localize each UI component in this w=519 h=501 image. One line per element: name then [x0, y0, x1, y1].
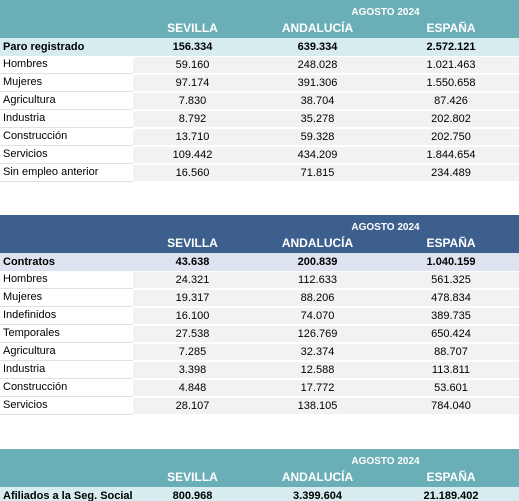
row-label: Construcción — [0, 128, 133, 146]
row-label: Sin empleo anterior — [0, 164, 133, 182]
cell-espana: 478.834 — [383, 289, 519, 307]
row-label: Agricultura — [0, 343, 133, 361]
cell-sevilla: 19.317 — [133, 289, 252, 307]
cell-sevilla: 97.174 — [133, 74, 252, 92]
cell-sevilla: 24.321 — [133, 271, 252, 289]
row-label: Servicios — [0, 146, 133, 164]
cell-sevilla: 4.848 — [133, 379, 252, 397]
cell-andalucia: 112.633 — [252, 271, 383, 289]
contratos-total-row: Contratos 43.638 200.839 1.040.159 — [0, 253, 519, 271]
col-sevilla: SEVILLA — [167, 21, 218, 35]
cell-andalucia: 391.306 — [252, 74, 383, 92]
table-row: Agricultura 7.830 38.704 87.426 — [0, 92, 519, 110]
cell-sevilla: 3.398 — [133, 361, 252, 379]
cell-espana: 1.844.654 — [383, 146, 519, 164]
table-row: Servicios 109.442 434.209 1.844.654 — [0, 146, 519, 164]
cell-espana: 113.811 — [383, 361, 519, 379]
cell-sevilla: 28.107 — [133, 397, 252, 415]
row-label: Hombres — [0, 56, 133, 74]
paro-total-row: Paro registrado 156.334 639.334 2.572.12… — [0, 38, 519, 56]
contratos-header: AGOSTO 2024 SEVILLA ANDALUCÍA ESPAÑA — [0, 215, 519, 253]
col-espana: ESPAÑA — [426, 21, 476, 35]
cell-espana: 87.426 — [383, 92, 519, 110]
col-andalucia: ANDALUCÍA — [281, 21, 354, 35]
row-label: Construcción — [0, 379, 133, 397]
cell-sevilla: 59.160 — [133, 56, 252, 74]
table-row: Construcción 4.848 17.772 53.601 — [0, 379, 519, 397]
cell-sevilla: 27.538 — [133, 325, 252, 343]
cell-espana: 1.021.463 — [383, 56, 519, 74]
table-row: Industria 8.792 35.278 202.802 — [0, 110, 519, 128]
cell-andalucia: 71.815 — [252, 164, 383, 182]
cell-andalucia: 38.704 — [252, 92, 383, 110]
table-row: Mujeres 19.317 88.206 478.834 — [0, 289, 519, 307]
cell-espana: 1.550.658 — [383, 74, 519, 92]
cell-andalucia: 59.328 — [252, 128, 383, 146]
contratos-rows: Hombres 24.321 112.633 561.325 Mujeres 19.317… — [0, 271, 519, 415]
row-label: Hombres — [0, 271, 133, 289]
table-row: Mujeres 97.174 391.306 1.550.658 — [0, 74, 519, 92]
table-row: Indefinidos 16.100 74.070 389.735 — [0, 307, 519, 325]
afiliados-period: AGOSTO 2024 — [351, 456, 420, 467]
row-label: Indefinidos — [0, 307, 133, 325]
row-label: Agricultura — [0, 92, 133, 110]
cell-sevilla: 13.710 — [133, 128, 252, 146]
cell-andalucia: 434.209 — [252, 146, 383, 164]
cell-sevilla: 109.442 — [133, 146, 252, 164]
table-row: Servicios 28.107 138.105 784.040 — [0, 397, 519, 415]
cell-andalucia: 35.278 — [252, 110, 383, 128]
paro-header: AGOSTO 2024 SEVILLA ANDALUCÍA ESPAÑA — [0, 0, 519, 38]
row-label: Mujeres — [0, 74, 133, 92]
cell-andalucia: 17.772 — [252, 379, 383, 397]
table-row: Hombres 24.321 112.633 561.325 — [0, 271, 519, 289]
cell-andalucia: 126.769 — [252, 325, 383, 343]
cell-sevilla: 7.285 — [133, 343, 252, 361]
cell-espana: 389.735 — [383, 307, 519, 325]
cell-espana: 234.489 — [383, 164, 519, 182]
row-label: Temporales — [0, 325, 133, 343]
cell-espana: 202.750 — [383, 128, 519, 146]
paro-rows: Hombres 59.160 248.028 1.021.463 Mujeres 97.1… — [0, 56, 519, 182]
cell-andalucia: 138.105 — [252, 397, 383, 415]
paro-table: AGOSTO 2024 SEVILLA ANDALUCÍA ESPAÑA Par… — [0, 0, 519, 182]
cell-sevilla: 16.560 — [133, 164, 252, 182]
cell-andalucia: 74.070 — [252, 307, 383, 325]
row-label: Industria — [0, 110, 133, 128]
cell-sevilla: 7.830 — [133, 92, 252, 110]
cell-espana: 561.325 — [383, 271, 519, 289]
table-row: Sin empleo anterior 16.560 71.815 234.489 — [0, 164, 519, 182]
cell-andalucia: 88.206 — [252, 289, 383, 307]
paro-period: AGOSTO 2024 — [351, 7, 420, 18]
cell-espana: 88.707 — [383, 343, 519, 361]
afiliados-header: AGOSTO 2024 SEVILLA ANDALUCÍA ESPAÑA — [0, 449, 519, 487]
cell-andalucia: 32.374 — [252, 343, 383, 361]
afiliados-total-row: Afiliados a la Seg. Social 800.968 3.399… — [0, 487, 519, 501]
table-row: Temporales 27.538 126.769 650.424 — [0, 325, 519, 343]
cell-andalucia: 248.028 — [252, 56, 383, 74]
table-row: Industria 3.398 12.588 113.811 — [0, 361, 519, 379]
table-row: Construcción 13.710 59.328 202.750 — [0, 128, 519, 146]
table-row: Agricultura 7.285 32.374 88.707 — [0, 343, 519, 361]
cell-espana: 202.802 — [383, 110, 519, 128]
cell-espana: 650.424 — [383, 325, 519, 343]
row-label: Industria — [0, 361, 133, 379]
cell-andalucia: 12.588 — [252, 361, 383, 379]
cell-sevilla: 16.100 — [133, 307, 252, 325]
afiliados-table: AGOSTO 2024 SEVILLA ANDALUCÍA ESPAÑA Afi… — [0, 449, 519, 501]
contratos-table: AGOSTO 2024 SEVILLA ANDALUCÍA ESPAÑA Con… — [0, 215, 519, 415]
row-label: Mujeres — [0, 289, 133, 307]
cell-espana: 784.040 — [383, 397, 519, 415]
contratos-period: AGOSTO 2024 — [351, 222, 420, 233]
cell-espana: 53.601 — [383, 379, 519, 397]
table-row: Hombres 59.160 248.028 1.021.463 — [0, 56, 519, 74]
cell-sevilla: 8.792 — [133, 110, 252, 128]
row-label: Servicios — [0, 397, 133, 415]
